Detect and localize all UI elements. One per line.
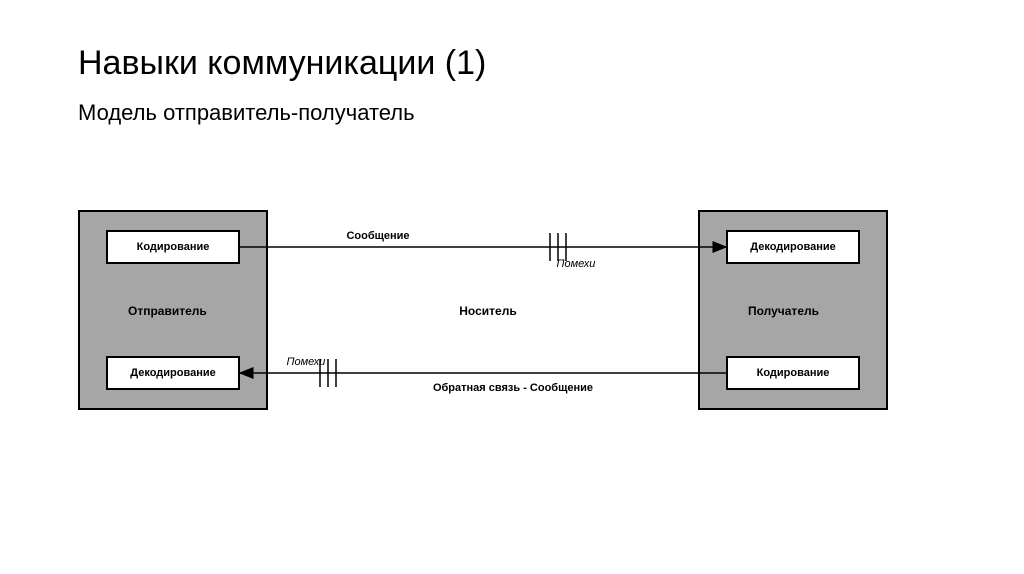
svg-text:Обратная связь - Сообщение: Обратная связь - Сообщение: [433, 382, 593, 394]
slide: Навыки коммуникации (1) Модель отправите…: [0, 0, 1024, 574]
arrows-svg: Сообщение Помехи Помехи Обратная связь - Со…: [78, 210, 898, 440]
page-title: Навыки коммуникации (1): [78, 44, 486, 83]
page-subtitle: Модель отправитель-получатель: [78, 100, 415, 126]
communication-diagram: Кодирование Декодирование Декодирование …: [78, 210, 898, 440]
svg-text:Помехи: Помехи: [557, 258, 596, 270]
svg-text:Помехи: Помехи: [287, 356, 326, 368]
svg-text:Сообщение: Сообщение: [346, 230, 409, 242]
